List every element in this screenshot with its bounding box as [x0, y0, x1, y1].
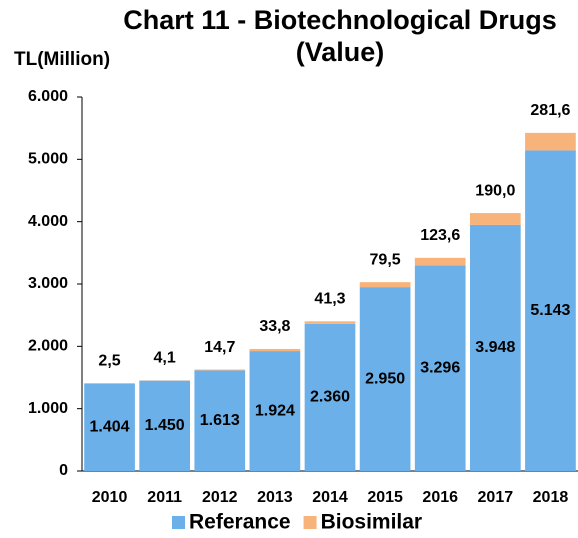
bar-segment: [469, 213, 521, 225]
bar-segment: [249, 351, 301, 471]
x-tick-label: 2017: [478, 489, 514, 506]
legend-label: Referance: [189, 511, 291, 534]
value-label: 79,5: [370, 251, 401, 268]
x-tick-label: 2013: [257, 489, 293, 506]
y-tick-label: 1.000: [28, 400, 68, 417]
bar-segment: [525, 150, 576, 471]
value-label: 190,0: [475, 182, 515, 199]
y-tick-label: 3.000: [28, 275, 68, 292]
bar-segment: [469, 224, 521, 471]
x-tick-label: 2014: [312, 489, 348, 506]
bar-segment: [139, 380, 191, 471]
value-label: 1.613: [200, 412, 240, 429]
y-tick-label: 2.000: [28, 338, 68, 355]
value-label: 4,1: [154, 350, 176, 367]
y-tick-label: 5.000: [28, 151, 68, 168]
x-tick-label: 2012: [202, 489, 238, 506]
value-label: 1.450: [145, 417, 185, 434]
value-label: 2.360: [310, 389, 350, 406]
x-tick-label: 2018: [533, 489, 569, 506]
legend-swatch: [172, 516, 185, 529]
y-tick-label: 4.000: [28, 213, 68, 230]
value-label: 3.948: [475, 339, 515, 356]
value-label: 1.924: [255, 402, 295, 419]
value-label: 281,6: [530, 102, 570, 119]
x-tick-label: 2015: [367, 489, 403, 506]
y-tick-label: 6.000: [28, 88, 68, 105]
legend-swatch: [303, 516, 317, 529]
bar-segment: [359, 287, 411, 471]
value-label: 5.143: [530, 302, 570, 319]
bar-segment: [249, 348, 301, 352]
bar-segment: [84, 383, 135, 471]
x-tick-label: 2016: [422, 489, 458, 506]
value-label: 1.404: [90, 418, 130, 435]
chart-title: Chart 11 - Biotechnological Drugs (Value…: [123, 5, 557, 67]
x-tick-label: 2011: [147, 489, 182, 506]
bar-segment: [194, 369, 246, 371]
bar-segment: [304, 323, 356, 471]
bar-segment: [414, 265, 466, 471]
value-label: 41,3: [314, 291, 345, 308]
legend-label: Biosimilar: [321, 511, 423, 534]
bar-segment: [525, 132, 576, 151]
y-axis-label: TL(Million): [14, 49, 110, 70]
value-label: 2.950: [365, 370, 405, 387]
bar-segment: [194, 370, 246, 471]
bar-segment: [304, 321, 356, 324]
y-tick-label: 0: [59, 462, 68, 479]
value-label: 123,6: [420, 227, 460, 244]
x-tick-label: 2010: [92, 489, 128, 506]
value-label: 2,5: [98, 353, 120, 370]
value-label: 33,8: [259, 318, 290, 335]
value-label: 3.296: [420, 359, 460, 376]
value-label: 14,7: [204, 339, 235, 356]
bar-segment: [414, 257, 466, 266]
bar-segment: [359, 282, 411, 288]
